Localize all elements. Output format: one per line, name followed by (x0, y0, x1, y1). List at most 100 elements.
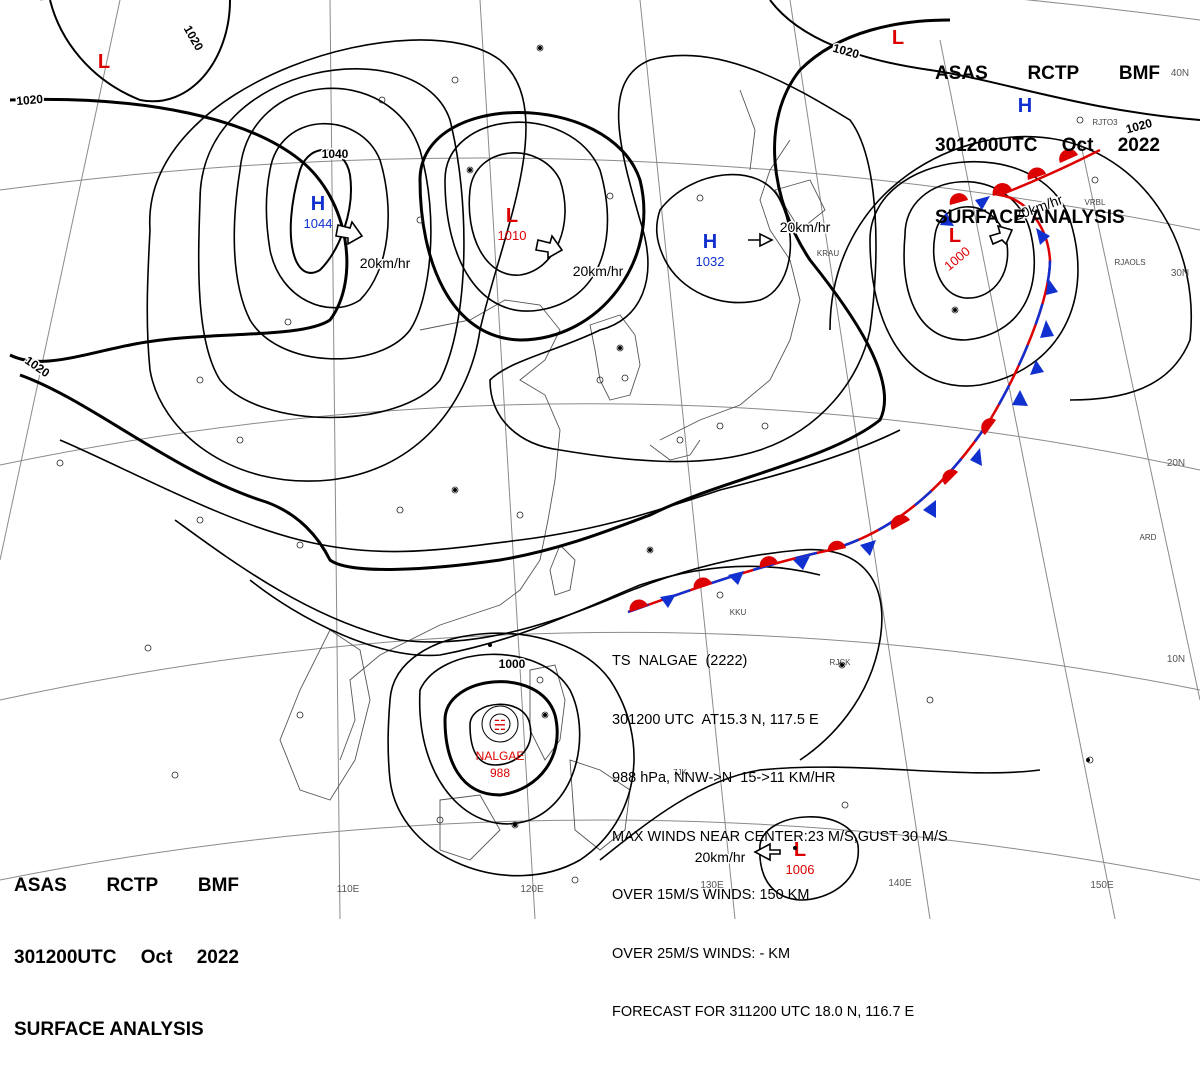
meridian-140e (789, 0, 931, 919)
warm-semicircle (949, 193, 968, 205)
arrow-l1000 (988, 224, 1014, 246)
longitude-label: 110E (337, 884, 360, 895)
cold-triangle (975, 196, 990, 210)
front-line-blue (627, 259, 1052, 614)
coast-luzon (529, 664, 566, 761)
typhoon-center-label: NALGAE 988 (476, 749, 525, 780)
longitude-label: 120E (520, 884, 544, 895)
isobar-l1000-mid (903, 181, 1035, 341)
header-office: BMF (197, 875, 239, 896)
parallel-0 (0, 819, 1200, 881)
meridian-160e (1079, 139, 1200, 701)
cold-triangle (793, 556, 810, 570)
isobar-label: 1020 (16, 92, 44, 108)
meridian-110e (329, 0, 341, 919)
typhoon-info-line: FORECAST FOR 311200 UTC 18.0 N, 116.7 E (612, 1004, 915, 1020)
header-top-right: ASAS RCTP BMF 301200UTC Oct 2022 SURFACE… (935, 14, 1160, 254)
isobar-l1010-inner (468, 152, 566, 276)
station-code: KKU (730, 608, 747, 617)
header-station: RCTP (106, 875, 159, 896)
meridian-150e (939, 39, 1116, 919)
cold-triangle (1030, 360, 1044, 375)
typhoon-glyph: ☵ (494, 718, 507, 734)
header-time: 301200UTC (935, 135, 1038, 156)
coast-borneo (439, 794, 501, 861)
isobar-1032-east (655, 173, 792, 304)
isobar-1008-mid (249, 565, 821, 657)
warm-semicircle (981, 418, 996, 435)
header-line-3: SURFACE ANALYSIS (935, 207, 1125, 228)
warm-semicircle (629, 599, 648, 612)
meridian-120e (479, 0, 536, 919)
isobar-label: 1000 (499, 657, 526, 671)
header-agency: ASAS (14, 875, 67, 896)
warm-semicircle (693, 577, 712, 590)
movement-arrows (335, 220, 1014, 862)
coast-philippines-south (569, 759, 631, 851)
pressure-center-value: 1032 (696, 254, 725, 269)
latitude-label: 30N (1171, 268, 1189, 279)
header-agency: ASAS (935, 63, 988, 84)
pressure-center-letter: L (794, 839, 806, 861)
typhoon-name: NALGAE (476, 749, 525, 763)
meridian-130e (639, 0, 736, 919)
isobar-1016-mid (489, 54, 877, 463)
header-line-1: ASAS RCTP BMF (14, 874, 239, 898)
longitude-label: 140E (888, 878, 912, 889)
isobar-l1010-1020 (418, 111, 646, 342)
typhoon-info-line: MAX WINDS NEAR CENTER:23 M/S,GUST 30 M/S (612, 828, 948, 845)
station-code: VRBL (1085, 198, 1106, 207)
pressure-center-letter: H (703, 231, 717, 253)
motion-label: 20km/hr (360, 255, 411, 271)
typhoon-ring-inner (489, 713, 511, 735)
typhoon-symbol: ☵ (481, 705, 519, 743)
header-station: RCTP (1027, 63, 1080, 84)
coast-korea (589, 314, 641, 401)
warm-semicircle (1059, 149, 1078, 163)
station-code: KRAU (817, 249, 839, 258)
cold-triangle (1040, 320, 1054, 338)
isobar-1032-west (233, 87, 432, 360)
typhoon-info-block: TS NALGAE (2222) 301200 UTC AT15.3 N, 11… (612, 613, 948, 1042)
isobar-1020-west-bold (9, 97, 349, 363)
motion-label: 20km/hr (695, 849, 746, 865)
arrow-l1006 (753, 842, 781, 862)
stationary-front (627, 148, 1101, 614)
header-year: 2022 (1117, 135, 1160, 156)
isobar-label: 1040 (322, 147, 349, 161)
station-plot-dots (453, 46, 1090, 850)
pressure-center-letter: L (506, 205, 518, 227)
warm-semicircle (890, 514, 910, 530)
arrow-l1010 (535, 234, 564, 260)
latitude-label: 10N (1167, 654, 1185, 665)
motion-label: 20km/hr (573, 263, 624, 279)
pressure-center-letter: H (1018, 95, 1032, 117)
isobar-l1000-outer (869, 161, 1079, 387)
isobar-l1006 (759, 816, 860, 901)
isobar-1016-lower (59, 429, 901, 553)
typhoon-info-line: 301200 UTC AT15.3 N, 117.5 E (612, 711, 819, 728)
header-line-3: SURFACE ANALYSIS (14, 1019, 204, 1040)
pressure-center-value: 1010 (498, 228, 527, 243)
warm-semicircle (827, 540, 846, 552)
meridian-100e (0, 0, 121, 561)
isobar-l1010-outer (444, 121, 609, 312)
typhoon-info-line: TS NALGAE (2222) (612, 653, 748, 669)
pressure-center-value: 1006 (786, 862, 815, 877)
coast-indochina (279, 629, 371, 801)
isobars (9, 0, 1200, 901)
header-line-2: 301200UTC Oct 2022 (935, 134, 1160, 158)
longitude-label: 150E (1090, 880, 1114, 891)
arrow-h1044 (335, 220, 364, 246)
pressure-center-letter: H (311, 193, 325, 215)
pressure-center-value: 1044 (304, 216, 333, 231)
latitude-label: 20N (1167, 458, 1185, 469)
isobar-1036 (265, 122, 389, 309)
typhoon-info-line: OVER 25M/S WINDS: - KM (612, 945, 791, 962)
cold-triangle (970, 448, 982, 466)
cold-triangle (728, 571, 744, 585)
cold-triangle (660, 594, 676, 608)
cold-triangle (1012, 390, 1028, 406)
header-line-2: 301200UTC Oct 2022 (14, 946, 239, 970)
